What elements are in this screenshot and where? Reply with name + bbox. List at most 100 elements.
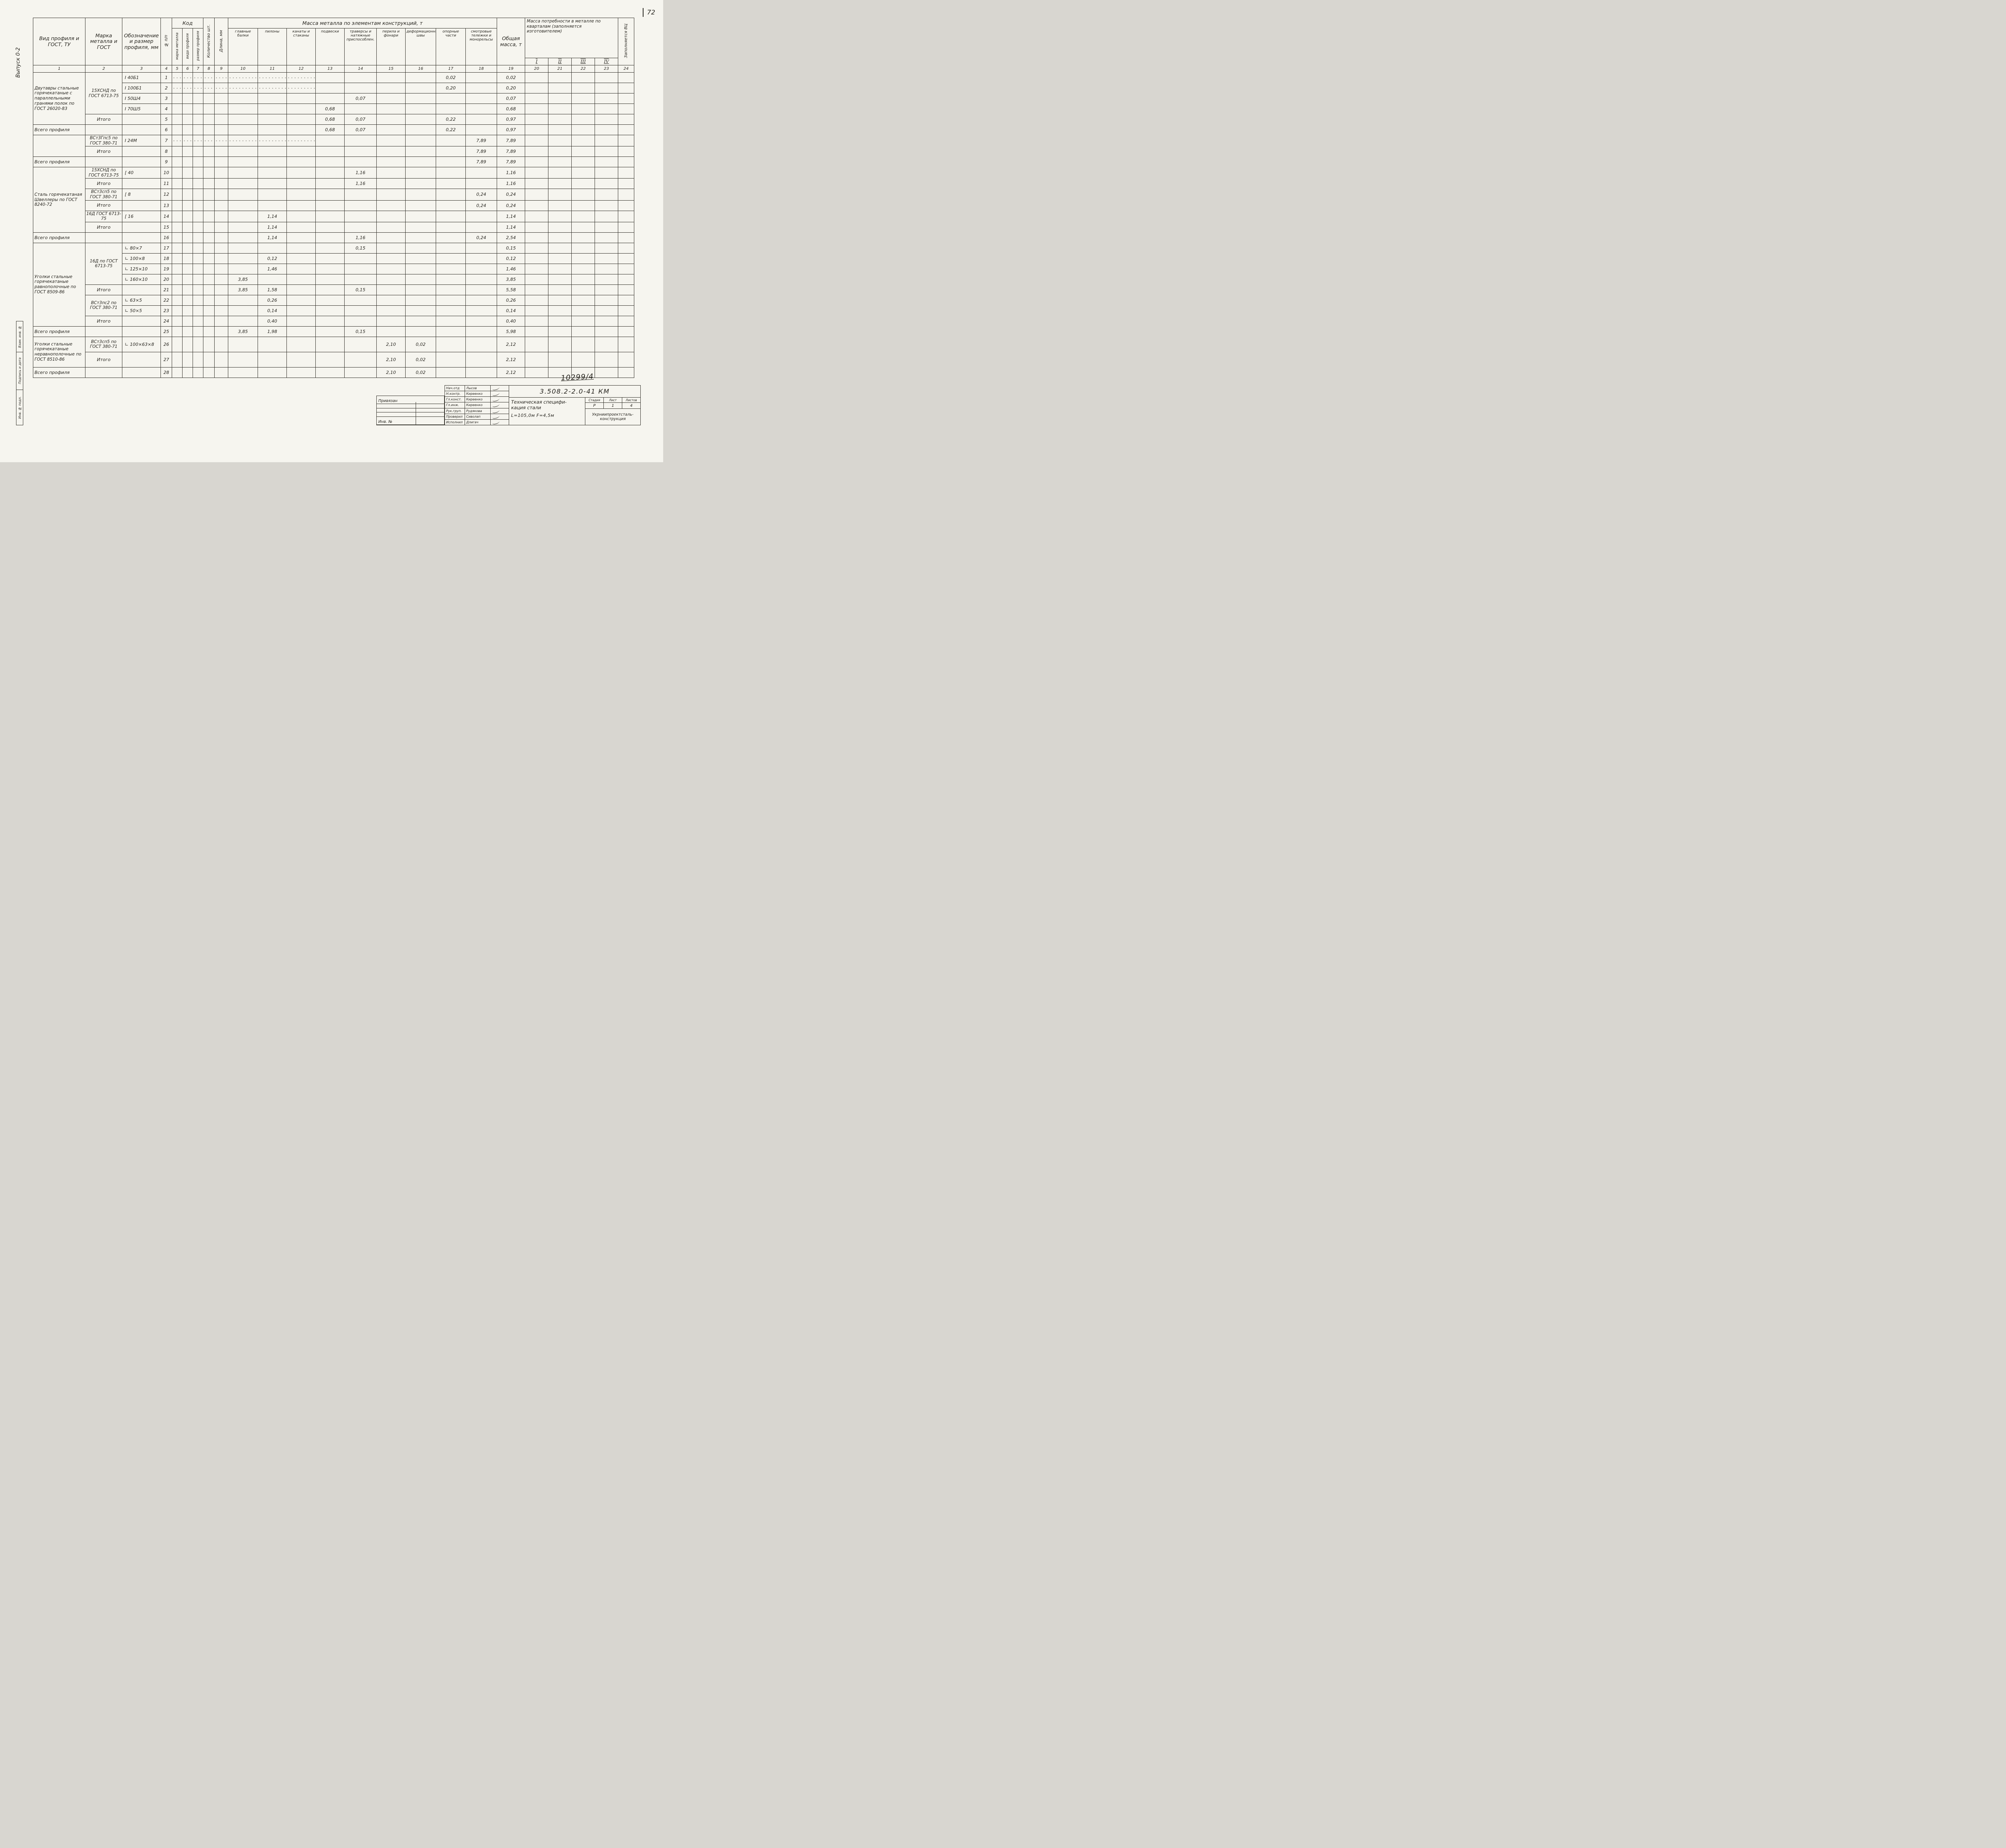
empty-cell-r25-c6 bbox=[182, 326, 193, 337]
empty-cell-r14-c6 bbox=[182, 210, 193, 222]
document-title-line2: кация стали bbox=[511, 405, 541, 411]
empty-cell-r27-c6 bbox=[182, 351, 193, 368]
stage-header-row: Стадия Лист Листов bbox=[585, 398, 640, 403]
empty-cell-r16-c6 bbox=[182, 232, 193, 243]
empty-cell-r9-c17 bbox=[436, 156, 466, 168]
empty-cell-r19-c7 bbox=[192, 263, 204, 274]
column-number-24: 24 bbox=[618, 65, 635, 73]
empty-cell-r1-c20 bbox=[525, 72, 549, 83]
mass-value-cell-r5-c14: 0,07 bbox=[344, 114, 377, 125]
empty-cell-r12-c16 bbox=[405, 189, 437, 201]
document-number-handwritten: 10299/4 bbox=[560, 372, 594, 383]
empty-cell-r23-c12 bbox=[286, 305, 316, 316]
row-number-cell-r5: 5 bbox=[160, 114, 172, 125]
signature-row-5: Проверил Сиволап bbox=[445, 414, 509, 420]
empty-cell-r11-c12 bbox=[286, 178, 316, 189]
empty-cell-r8-c12 bbox=[286, 146, 316, 157]
signature-role: Рук.груп. bbox=[445, 408, 465, 414]
empty-cell-r5-c12 bbox=[286, 114, 316, 125]
empty-cell-r6-c22 bbox=[571, 124, 595, 135]
empty-cell-r3-c5 bbox=[172, 93, 183, 104]
empty-cell-r23-c13 bbox=[315, 305, 345, 316]
designation-cell-r20: ∟ 160×10 bbox=[122, 274, 161, 285]
empty-cell-r26-c18 bbox=[465, 336, 497, 352]
empty-cell-r24-c21 bbox=[548, 315, 572, 327]
empty-cell-r23-c17 bbox=[436, 305, 466, 316]
empty-cell-r22-c8 bbox=[203, 294, 215, 306]
empty-cell-r18-c13 bbox=[315, 253, 345, 264]
profile-kind-cell-r17: Уголки стальные горячекатаные равнополоч… bbox=[33, 242, 85, 327]
empty-cell-r1-c18 bbox=[465, 72, 497, 83]
spec-row-21: Итого 21 3,85 1,58 0,15 5,58 bbox=[33, 284, 635, 295]
profile-kind-cell-r10: Сталь горячекатаная Швеллеры по ГОСТ 824… bbox=[33, 167, 85, 233]
steel-grade-cell-r11: Итого bbox=[85, 178, 122, 189]
mass-value-cell-r25-c10: 3,85 bbox=[228, 326, 258, 337]
empty-cell-r19-c5 bbox=[172, 263, 183, 274]
empty-cell-r8-c10 bbox=[228, 146, 258, 157]
empty-cell-r21-c20 bbox=[525, 284, 549, 295]
designation-cell-r7: I 24М bbox=[122, 134, 161, 147]
header-length-text: Длина, мм bbox=[219, 30, 224, 52]
empty-cell-r2-c24 bbox=[618, 83, 635, 93]
empty-cell-r19-c12 bbox=[286, 263, 316, 274]
empty-cell-r27-c12 bbox=[286, 351, 316, 368]
empty-cell-r4-c5 bbox=[172, 104, 183, 114]
spec-row-24: Итого 24 0,40 0,40 bbox=[33, 315, 635, 327]
signature-row-4: Рук.груп. Рудякова bbox=[445, 408, 509, 414]
empty-cell-r24-c23 bbox=[595, 315, 619, 327]
signature-role: Проверил bbox=[445, 414, 465, 419]
mass-value-cell-r12-c19: 0,24 bbox=[497, 189, 526, 201]
steel-grade-cell-r27: Итого bbox=[85, 351, 122, 368]
empty-cell-r23-c22 bbox=[571, 305, 595, 316]
mass-value-cell-r15-c19: 1,14 bbox=[497, 221, 526, 233]
empty-cell-r18-c7 bbox=[192, 253, 204, 264]
empty-cell-r27-c14 bbox=[344, 351, 377, 368]
row-number-cell-r9: 9 bbox=[160, 156, 172, 168]
empty-cell-r25-c15 bbox=[376, 326, 406, 337]
empty-cell-r26-c11 bbox=[258, 336, 287, 352]
empty-cell-r23-c14 bbox=[344, 305, 377, 316]
empty-cell-r2-c10 bbox=[228, 83, 258, 93]
empty-cell-r10-c12 bbox=[286, 167, 316, 179]
mass-value-cell-r15-c11: 1,14 bbox=[258, 221, 287, 233]
empty-cell-r13-c23 bbox=[595, 200, 619, 211]
mass-value-cell-r18-c11: 0,12 bbox=[258, 253, 287, 264]
empty-cell-r18-c18 bbox=[465, 253, 497, 264]
empty-cell-r2-c14 bbox=[344, 83, 377, 93]
empty-cell-r20-c21 bbox=[548, 274, 572, 285]
empty-cell-r10-c22 bbox=[571, 167, 595, 179]
signature-scribble bbox=[491, 408, 509, 414]
signature-scribble bbox=[491, 397, 509, 402]
empty-cell-r16-c9 bbox=[214, 232, 229, 243]
empty-cell-r6-c7 bbox=[192, 124, 204, 135]
empty-cell-r6-c23 bbox=[595, 124, 619, 135]
empty-cell-r15-c10 bbox=[228, 221, 258, 233]
profile-kind-cell-r26: Уголки стальные горячекатаные неравнопол… bbox=[33, 336, 85, 368]
empty-cell-r9-c23 bbox=[595, 156, 619, 168]
stage-header-stadia: Стадия bbox=[585, 398, 604, 402]
designation-cell-r27 bbox=[122, 351, 161, 368]
empty-cell-r22-c18 bbox=[465, 294, 497, 306]
empty-cell-r9-c10 bbox=[228, 156, 258, 168]
empty-cell-r24-c9 bbox=[214, 315, 229, 327]
empty-cell-r14-c10 bbox=[228, 210, 258, 222]
empty-cell-r3-c12 bbox=[286, 93, 316, 104]
empty-cell-r26-c17 bbox=[436, 336, 466, 352]
empty-cell-r1-c8 bbox=[203, 72, 215, 83]
empty-cell-r26-c21 bbox=[548, 336, 572, 352]
empty-cell-r8-c7 bbox=[192, 146, 204, 157]
designation-cell-r5 bbox=[122, 114, 161, 125]
empty-cell-r5-c7 bbox=[192, 114, 204, 125]
empty-cell-r1-c9 bbox=[214, 72, 229, 83]
empty-cell-r23-c23 bbox=[595, 305, 619, 316]
designation-cell-r9 bbox=[122, 156, 161, 168]
organization-line2: конструкция bbox=[600, 417, 626, 421]
empty-cell-r20-c6 bbox=[182, 274, 193, 285]
empty-cell-r24-c22 bbox=[571, 315, 595, 327]
empty-cell-r25-c8 bbox=[203, 326, 215, 337]
mass-value-cell-r14-c11: 1,14 bbox=[258, 210, 287, 222]
organization-line1: Укрниипроектсталь- bbox=[592, 412, 633, 417]
empty-cell-r14-c8 bbox=[203, 210, 215, 222]
empty-cell-r23-c15 bbox=[376, 305, 406, 316]
row-number-cell-r6: 6 bbox=[160, 124, 172, 135]
